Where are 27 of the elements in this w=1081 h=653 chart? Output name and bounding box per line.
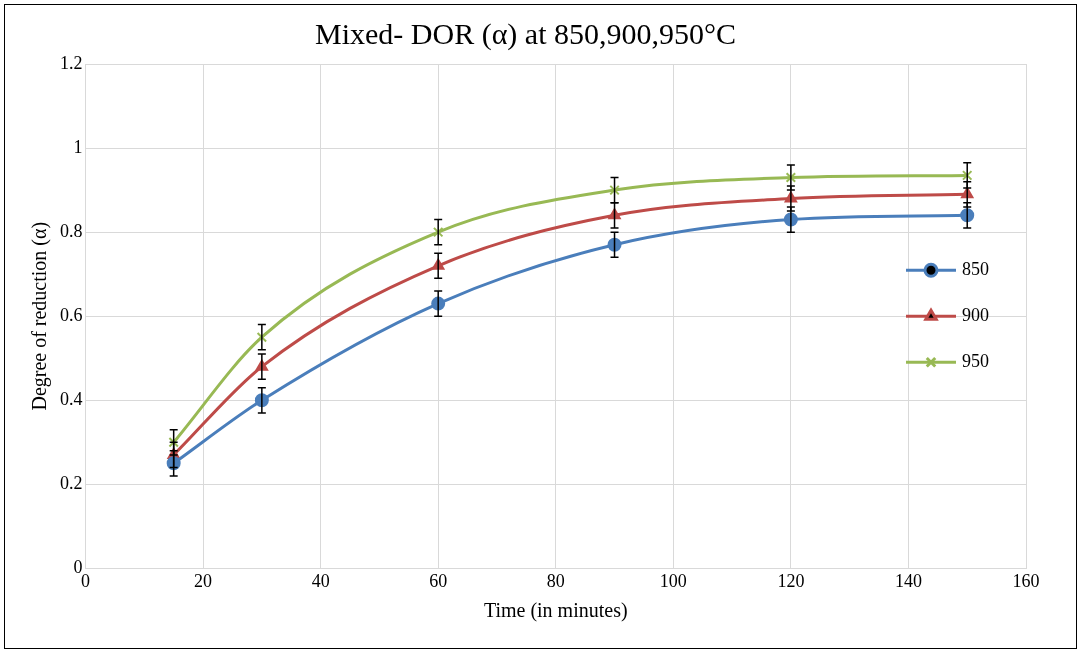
y-tick-label: 0 <box>73 557 83 578</box>
y-tick-label: 1 <box>73 136 83 157</box>
point <box>168 437 179 448</box>
x-tick-label: 140 <box>894 570 922 591</box>
y-tick-label: 0.4 <box>60 389 83 409</box>
x-tick-label: 40 <box>311 570 330 591</box>
point <box>785 172 797 183</box>
x-tick-label: 100 <box>659 570 687 591</box>
x-tick-label: 160 <box>1012 570 1040 591</box>
x-tick-label: 60 <box>429 570 448 591</box>
point <box>432 226 444 238</box>
legend-label: 950 <box>962 350 989 371</box>
x-tick-label: 120 <box>777 570 805 591</box>
legend-label: 900 <box>962 304 989 325</box>
x-axis-title: Time (in minutes) <box>483 599 628 623</box>
y-axis-title: Degree of reduction (α) <box>28 221 52 411</box>
point <box>256 331 268 343</box>
x-tick-label: 20 <box>194 570 213 591</box>
chart-title: Mixed- DOR (α) at 850,900,950°C <box>314 16 737 51</box>
point <box>961 170 973 181</box>
y-tick-label: 0.6 <box>60 304 83 325</box>
y-tick-label: 0.8 <box>60 220 83 241</box>
y-tick-label: 1.2 <box>60 52 83 73</box>
point <box>609 184 620 196</box>
x-tick-label: 80 <box>546 570 565 591</box>
y-tick-label: 0.2 <box>60 473 83 494</box>
legend-label: 850 <box>962 258 989 279</box>
